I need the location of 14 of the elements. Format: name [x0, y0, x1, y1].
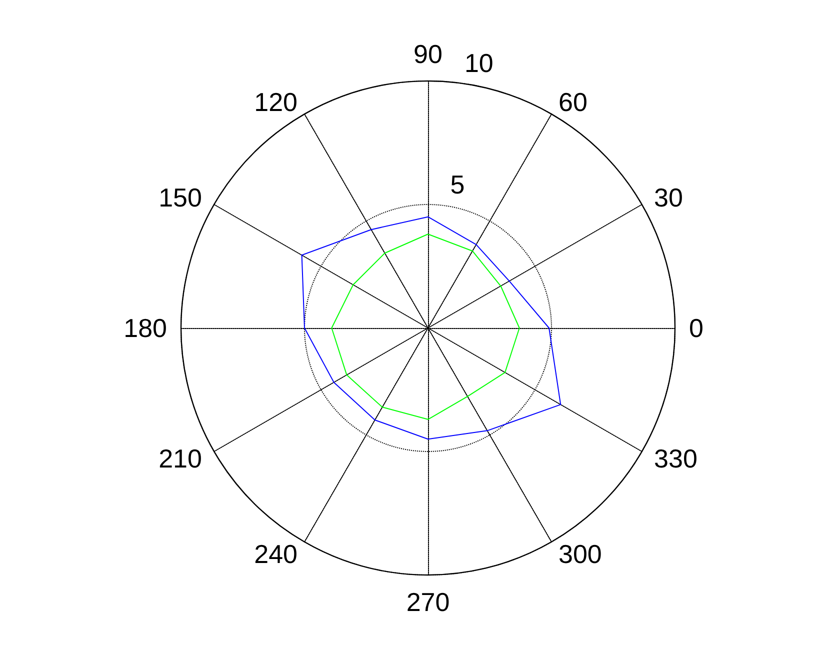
spoke-label: 30	[654, 182, 683, 212]
spoke-label: 60	[558, 86, 588, 117]
spoke-label: 120	[254, 86, 298, 117]
spoke-label: 90	[414, 39, 442, 69]
spoke-label: 0	[689, 313, 704, 343]
spoke-label: 180	[124, 313, 167, 343]
y-tick-label: 10	[464, 48, 494, 78]
y-tick-label: 5	[450, 169, 465, 200]
spoke-label: 240	[254, 539, 298, 570]
spoke-label: 300	[558, 539, 602, 570]
spoke-label: 270	[406, 587, 450, 617]
spoke-label: 210	[158, 444, 202, 474]
spoke-label: 150	[158, 182, 202, 212]
spoke-label: 330	[654, 444, 698, 474]
